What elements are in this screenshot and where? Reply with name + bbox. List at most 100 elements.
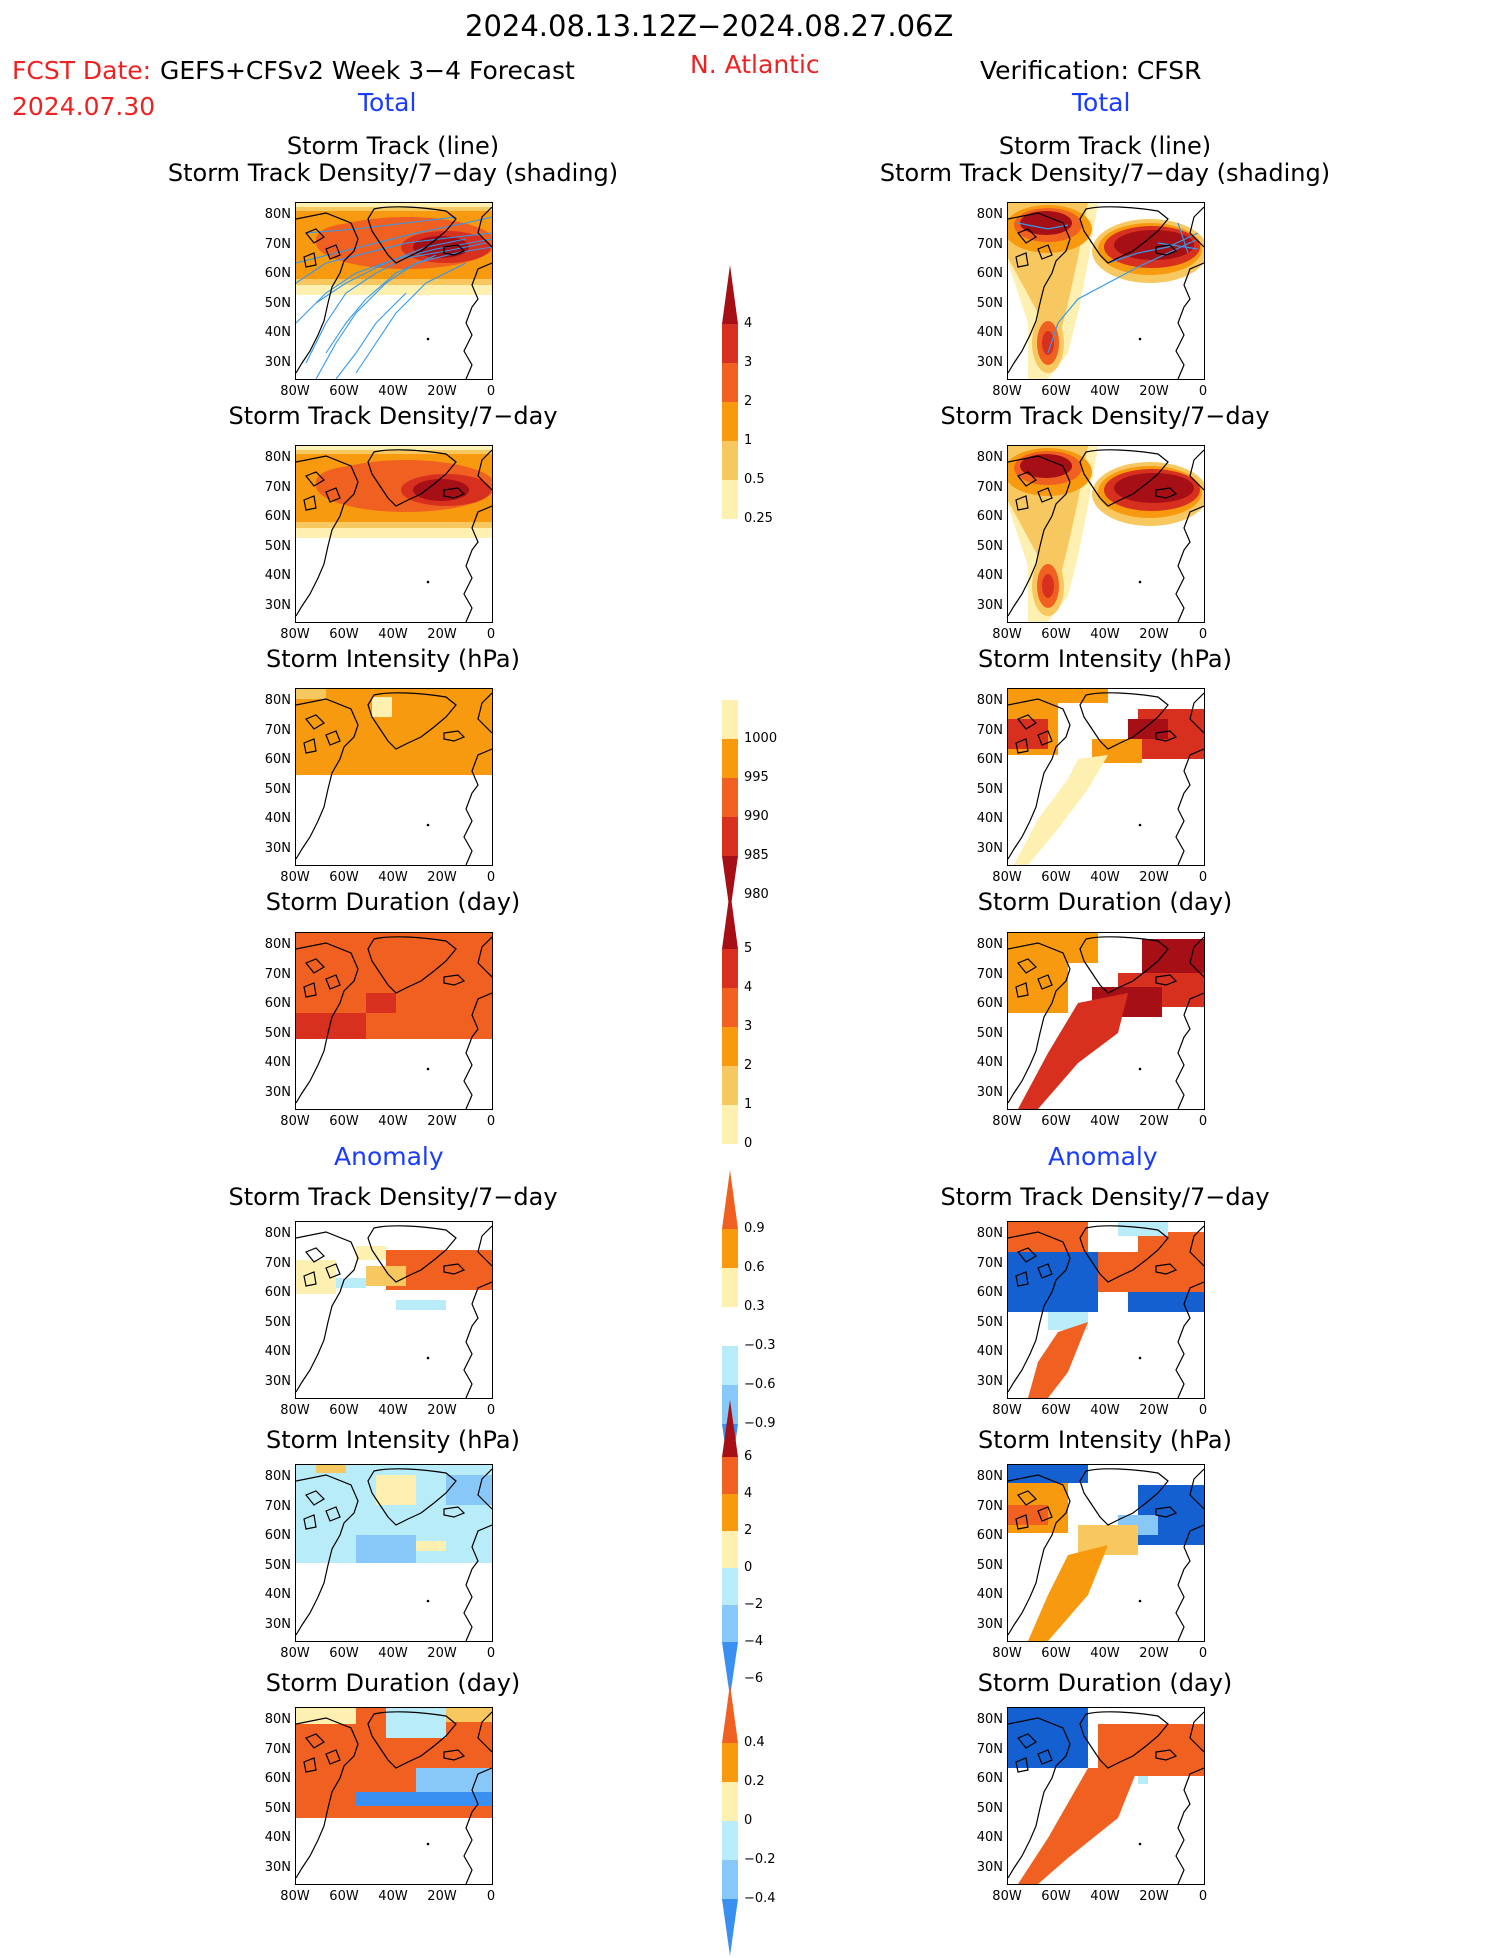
- lon-tick-label: 60W: [1041, 384, 1071, 399]
- lon-tick-label: 60W: [329, 1114, 359, 1129]
- coastline-1: [443, 1263, 466, 1275]
- map-canvas: [1008, 933, 1204, 1109]
- lat-tick-label: 70N: [264, 1255, 291, 1271]
- colorbar-swatch: [722, 324, 738, 363]
- coastline-2: [1008, 212, 1071, 374]
- anom-field: [366, 1266, 406, 1286]
- lat-tick-label: 60N: [976, 266, 1003, 281]
- lon-tick-label: 80W: [280, 1114, 310, 1129]
- coastline-0: [1079, 1225, 1169, 1283]
- lon-tick-label: 60W: [1041, 1889, 1071, 1904]
- storm-track-line: [315, 246, 492, 379]
- lon-tick-label: 40W: [378, 1403, 408, 1418]
- lon-tick-label: 80W: [992, 870, 1022, 885]
- lat-tick-label: 40N: [976, 325, 1003, 340]
- cfsr-map-density: [1007, 445, 1205, 623]
- coastline-1: [1155, 1263, 1178, 1275]
- anom-field: [1028, 1545, 1108, 1641]
- panel-title-track-density: Storm Track Density/7−day: [940, 1183, 1270, 1211]
- lat-tick-label: 50N: [976, 1800, 1003, 1816]
- storm-track-line: [1157, 222, 1199, 254]
- lat-tick-label: 40N: [264, 1344, 291, 1359]
- lat-tick-label: 80N: [976, 450, 1003, 465]
- lon-tick-label: 80W: [992, 1403, 1022, 1418]
- coastline-0: [1079, 449, 1169, 507]
- lat-tick-label: 60N: [976, 1285, 1003, 1300]
- colorbar-tick-label: 2: [744, 1058, 753, 1073]
- lat-tick-label: 80N: [976, 1712, 1003, 1727]
- colorbar-swatch: [722, 363, 738, 402]
- lat-tick-label: 40N: [264, 325, 291, 340]
- panel-title-track-line: Storm Track (line): [286, 132, 500, 160]
- storm-track-line: [325, 254, 437, 354]
- colorbar-tick-label: 995: [744, 770, 769, 785]
- lat-tick-label: 60N: [264, 996, 291, 1011]
- region-label: N. Atlantic: [690, 50, 820, 79]
- coastline-3: [1015, 471, 1053, 511]
- anom-field: [1008, 1708, 1088, 1768]
- intensity-field: [296, 689, 326, 699]
- coastline-5: [1189, 1468, 1204, 1510]
- lat-tick-label: 60N: [976, 1528, 1003, 1543]
- duration-field: [366, 993, 396, 1013]
- fcst-date: 2024.07.30: [12, 92, 156, 121]
- storm-track-line: [1017, 222, 1069, 230]
- panel-title-duration: Storm Duration (day): [977, 1669, 1233, 1697]
- lat-tick-label: 80N: [264, 1712, 291, 1727]
- coastline-1: [443, 974, 466, 986]
- colorbar-tick-label: 990: [744, 809, 769, 824]
- lon-tick-label: 20W: [1139, 1114, 1169, 1129]
- island-dot: [1138, 337, 1142, 341]
- lat-tick-label: 30N: [976, 1373, 1003, 1389]
- lat-tick-label: 70N: [264, 1498, 291, 1514]
- lat-tick-label: 50N: [976, 1314, 1003, 1330]
- density-contour: [413, 479, 469, 501]
- lon-tick-label: 80W: [280, 627, 310, 642]
- lat-tick-label: 70N: [264, 966, 291, 982]
- lat-tick-label: 70N: [264, 236, 291, 252]
- panel-title-track-shading: Storm Track Density/7−day (shading): [167, 159, 619, 187]
- lat-tick-label: 40N: [264, 811, 291, 826]
- duration-field: [1018, 993, 1128, 1109]
- fcst-date-label: FCST Date:: [12, 56, 152, 85]
- anom-field: [1118, 1222, 1168, 1236]
- lat-tick-label: 30N: [264, 597, 291, 613]
- colorbar-tick-label: −6: [744, 1671, 764, 1686]
- coastline-3: [1015, 228, 1053, 268]
- lat-tick-label: 40N: [976, 1055, 1003, 1070]
- lon-tick-label: 60W: [1041, 627, 1071, 642]
- anom-field: [356, 1535, 416, 1563]
- map-canvas: [296, 1225, 492, 1398]
- lon-tick-label: 60W: [329, 870, 359, 885]
- lon-tick-label: 60W: [1041, 1646, 1071, 1661]
- cfsr-map-track: [1007, 202, 1205, 380]
- lon-tick-label: 80W: [280, 1403, 310, 1418]
- storm-track-line: [315, 238, 467, 304]
- lat-tick-label: 30N: [976, 354, 1003, 370]
- lon-tick-label: 0: [1198, 384, 1208, 399]
- anom-field: [336, 1278, 366, 1288]
- coastline-3: [303, 1490, 341, 1530]
- lon-tick-label: 0: [486, 1114, 496, 1129]
- lon-tick-label: 80W: [280, 870, 310, 885]
- island-dot: [426, 580, 430, 584]
- lon-tick-label: 80W: [280, 1646, 310, 1661]
- lat-tick-label: 30N: [264, 1859, 291, 1875]
- colorbar-tick-label: 2: [744, 1523, 753, 1538]
- colorbar-swatch: [722, 1457, 738, 1494]
- lon-tick-label: 0: [486, 870, 496, 885]
- coastline-3: [303, 471, 341, 511]
- storm-track-line: [296, 232, 492, 284]
- coastline-0: [367, 1468, 457, 1526]
- lon-tick-label: 40W: [378, 1889, 408, 1904]
- coastline-5: [1189, 1711, 1204, 1753]
- lon-tick-label: 60W: [1041, 1403, 1071, 1418]
- lat-tick-label: 30N: [976, 597, 1003, 613]
- lat-tick-label: 70N: [264, 479, 291, 495]
- colorbar-tick-label: −0.2: [744, 1852, 776, 1867]
- panel-title-intensity: Storm Intensity (hPa): [978, 645, 1232, 673]
- colorbar-tick-label: 980: [744, 887, 769, 902]
- colorbar-tick-label: 3: [744, 355, 753, 370]
- lat-tick-label: 60N: [976, 509, 1003, 524]
- lon-tick-label: 80W: [992, 1889, 1022, 1904]
